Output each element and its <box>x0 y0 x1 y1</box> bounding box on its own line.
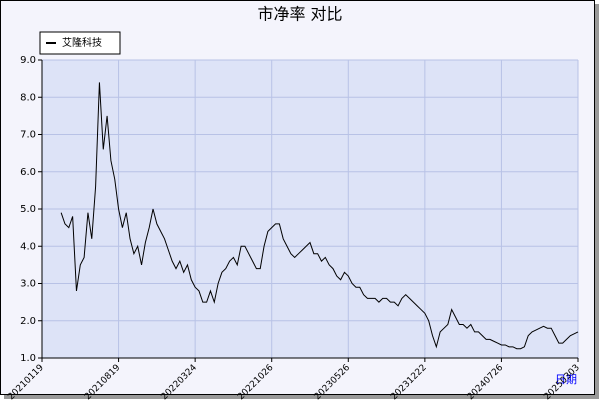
y-tick-label: 4.0 <box>20 241 36 252</box>
legend-label: 艾隆科技 <box>62 36 102 49</box>
y-tick-label: 8.0 <box>20 92 36 103</box>
chart-title: 市净率 对比 <box>257 5 342 24</box>
y-tick-label: 3.0 <box>20 279 36 290</box>
shadow <box>4 395 599 399</box>
y-tick-label: 6.0 <box>20 167 36 178</box>
y-tick-label: 1.0 <box>20 353 36 364</box>
shadow <box>595 4 599 399</box>
legend-box <box>39 31 121 55</box>
y-tick-label: 5.0 <box>20 204 36 215</box>
y-tick-label: 2.0 <box>20 316 36 327</box>
data-line <box>60 82 579 350</box>
y-tick-label: 9.0 <box>20 55 36 66</box>
y-tick-label: 7.0 <box>20 130 36 141</box>
x-axis-label: 日期 <box>555 373 577 386</box>
